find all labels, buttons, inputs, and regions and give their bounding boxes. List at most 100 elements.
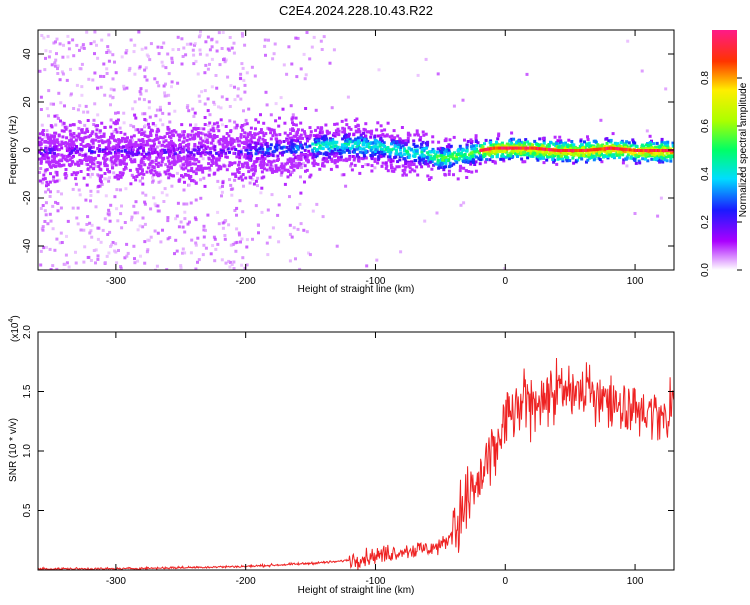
- spectrogram-ridge-cell: [652, 149, 656, 152]
- spectrogram-signal-cell: [387, 158, 391, 162]
- spectrogram-signal-cell: [357, 158, 360, 162]
- spectrogram-signal-cell: [151, 149, 154, 153]
- spectrogram-signal-cell: [46, 183, 50, 187]
- spectrogram-signal-cell: [474, 160, 478, 164]
- spectrogram-noise-cell: [155, 108, 159, 112]
- spectrogram-signal-cell: [415, 165, 419, 169]
- spectrogram-signal-cell: [114, 148, 118, 152]
- spectrogram-noise-cell: [89, 229, 93, 233]
- spectrogram-noise-cell: [147, 106, 151, 110]
- spectrogram-noise-cell: [38, 69, 42, 73]
- spectrogram-signal-cell: [463, 138, 466, 142]
- spectrogram-signal-cell: [402, 139, 405, 143]
- spectrogram-signal-cell: [234, 175, 238, 178]
- spectrogram-signal-cell: [142, 149, 145, 153]
- spectrogram-signal-cell: [585, 143, 589, 147]
- spectrogram-signal-cell: [92, 167, 96, 171]
- spectrogram-signal-cell: [211, 156, 215, 160]
- spectrogram-signal-cell: [110, 160, 114, 164]
- spectrogram-signal-cell: [243, 141, 247, 145]
- spectrogram-signal-cell: [133, 158, 137, 162]
- spectrogram-noise-cell: [94, 164, 98, 168]
- spectrogram-noise-cell: [80, 62, 84, 66]
- spectrogram-noise-cell: [165, 94, 169, 98]
- spectrogram-signal-cell: [292, 157, 296, 161]
- spectrogram-signal-cell: [325, 145, 329, 148]
- spectrogram-signal-cell: [402, 147, 406, 151]
- spectrogram-signal-cell: [203, 152, 207, 156]
- spectrogram-noise-cell: [44, 56, 47, 60]
- spectrogram-signal-cell: [211, 154, 215, 158]
- spectrogram-signal-cell: [128, 139, 132, 143]
- spectrogram-signal-cell: [312, 164, 316, 168]
- spectrogram-signal-cell: [356, 136, 360, 140]
- spectrogram-noise-cell: [192, 62, 196, 66]
- spectrogram-signal-cell: [115, 146, 119, 150]
- spectrogram-noise-cell: [137, 30, 141, 34]
- spectrogram-signal-cell: [286, 161, 289, 165]
- spectrogram-signal-cell: [88, 149, 91, 153]
- spectrogram-signal-cell: [465, 149, 469, 153]
- spectrogram-signal-cell: [123, 137, 127, 141]
- spectrogram-signal-cell: [224, 151, 228, 155]
- spectrogram-noise-cell: [56, 209, 60, 213]
- spectrogram-signal-cell: [291, 142, 295, 146]
- spectrogram-signal-cell: [192, 156, 195, 160]
- spectrogram-noise-cell: [241, 256, 245, 260]
- spectrogram-signal-cell: [456, 153, 459, 157]
- spectrogram-ridge-cell: [610, 146, 614, 150]
- spectrogram-signal-cell: [461, 148, 465, 152]
- spectrogram-noise-cell: [167, 101, 171, 105]
- spectrogram-noise-cell: [60, 70, 64, 74]
- spectrogram-signal-cell: [97, 139, 101, 143]
- spectrogram-signal-cell: [345, 147, 349, 151]
- spectrogram-signal-cell: [48, 151, 52, 155]
- spectrogram-signal-cell: [182, 157, 186, 161]
- spectrogram-signal-cell: [185, 157, 189, 161]
- spectrogram-signal-cell: [299, 152, 303, 156]
- spectrogram-noise-cell: [107, 179, 111, 183]
- spectrogram-signal-cell: [230, 163, 233, 166]
- spectrogram-signal-cell: [392, 129, 396, 133]
- spectrogram-noise-cell: [124, 187, 128, 191]
- spectrogram-signal-cell: [519, 140, 523, 144]
- spectrogram-signal-cell: [212, 129, 216, 133]
- spectrogram-noise-cell: [322, 35, 326, 39]
- spectrogram-noise-cell: [305, 230, 309, 234]
- spectrogram-noise-cell: [188, 183, 191, 187]
- spectrogram-signal-cell: [418, 154, 422, 158]
- spectrogram-noise-cell: [191, 107, 195, 111]
- spectrogram-noise-cell: [288, 195, 291, 199]
- spectrogram-noise-cell: [60, 241, 64, 244]
- spectrogram-noise-cell: [62, 268, 66, 270]
- spectrogram-noise-cell: [77, 126, 81, 130]
- spectrogram-signal-cell: [406, 136, 410, 140]
- spectrogram-signal-cell: [245, 146, 249, 150]
- spectrogram-noise-cell: [180, 37, 184, 41]
- spectrogram-signal-cell: [386, 155, 390, 159]
- spectrogram-signal-cell: [252, 162, 256, 166]
- spectrogram-signal-cell: [89, 157, 93, 161]
- spectrogram-noise-cell: [276, 213, 280, 217]
- spectrogram-signal-cell: [299, 143, 303, 147]
- spectrogram-signal-cell: [621, 153, 625, 157]
- spectrogram-noise-cell: [46, 34, 50, 38]
- spectrogram-noise-cell: [310, 45, 314, 49]
- spectrogram-noise-cell: [156, 231, 160, 235]
- spectrogram-signal-cell: [406, 133, 410, 137]
- spectrogram-signal-cell: [601, 149, 605, 153]
- snr-x-ticks: -300 -200 -100 0 100: [106, 332, 644, 587]
- spectrogram-signal-cell: [572, 143, 576, 147]
- spectrogram-noise-cell: [152, 196, 156, 200]
- spectrogram-signal-cell: [237, 149, 241, 153]
- spectrogram-noise-cell: [162, 84, 166, 88]
- spectrogram-noise-cell: [230, 46, 234, 50]
- spectrogram-signal-cell: [447, 154, 450, 158]
- spectrogram-signal-cell: [501, 143, 505, 147]
- spectrogram-noise-cell: [166, 219, 170, 223]
- spectrogram-signal-cell: [197, 160, 201, 164]
- spectrogram-signal-cell: [403, 157, 407, 161]
- spectrogram-ridge-cell: [566, 149, 570, 152]
- spectrogram-signal-cell: [646, 144, 650, 148]
- spectrogram-signal-cell: [219, 137, 223, 141]
